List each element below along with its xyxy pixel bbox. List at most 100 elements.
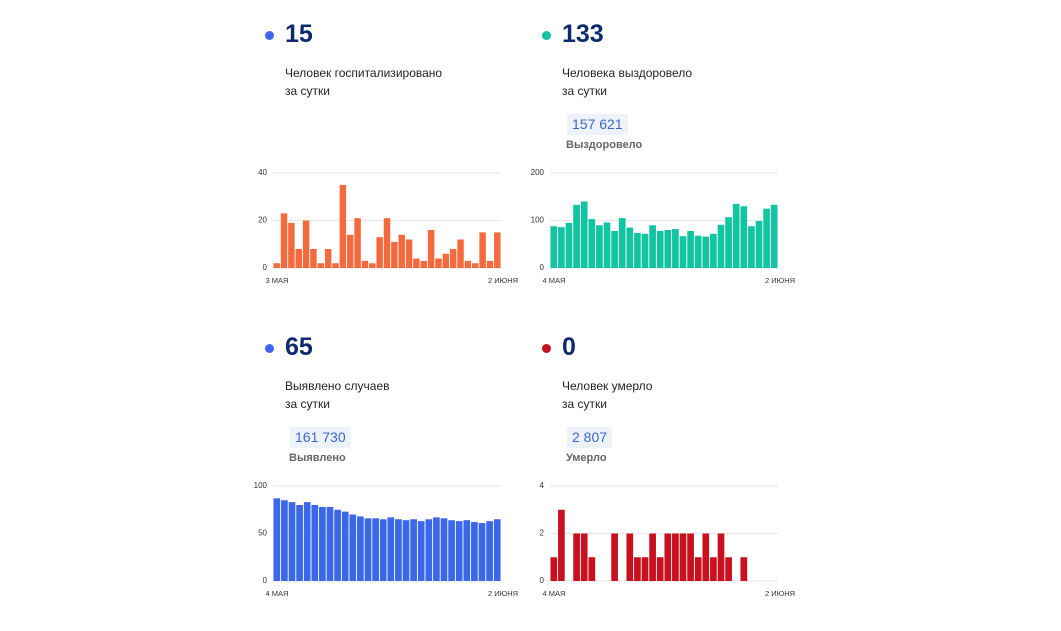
bar [479,232,486,268]
description-line: за сутки [285,84,330,98]
bar [596,225,603,268]
bar [694,235,702,268]
y-tick-label: 0 [263,263,268,272]
bar [558,509,565,581]
panel-deaths: 0 Человек умерло за сутки 2 807 Умерло 0… [540,331,822,631]
bar [486,521,493,581]
bar [361,260,369,268]
bar [349,514,357,581]
bar [634,232,641,268]
bullet-dot [265,31,274,40]
bar [664,230,672,268]
daily-description: Человек умерло за сутки [562,377,802,413]
bar [550,557,558,581]
bar [664,533,672,581]
description-line: за сутки [562,84,607,98]
bar [687,230,694,268]
bar [763,208,770,268]
total-label: Умерло [566,452,607,464]
x-tick-label: 4 МАЯ [543,589,566,598]
bar [354,218,361,268]
bar [448,520,455,581]
bar [672,533,679,581]
bar [679,236,687,268]
bar [603,222,611,268]
bar [748,226,755,268]
y-tick-label: 0 [540,263,545,272]
bar [273,263,280,268]
bar-chart: 0 20 40 3 МАЯ 2 ИЮНЯ [258,168,518,285]
bar [455,521,463,581]
daily-description: Человека выздоровело за сутки [562,64,802,100]
bar [280,213,288,268]
bar [303,502,311,581]
bar [611,230,618,268]
bar [391,241,398,268]
bar [376,237,383,268]
bar [281,500,288,581]
y-tick-label: 4 [540,481,545,490]
y-tick-label: 100 [531,216,545,225]
description-line: Человек госпитализировано [285,66,443,80]
bar [710,557,717,581]
bar [672,229,679,268]
bar [573,204,580,268]
y-tick-label: 0 [263,576,268,585]
bar [398,234,405,268]
bullet-dot [542,31,551,40]
description-line: Выявлено случаев [285,379,390,393]
x-tick-label: 4 МАЯ [543,276,566,285]
daily-value: 0 [562,333,576,361]
bar [588,219,596,268]
bar [410,519,417,581]
bar [395,519,402,581]
bar [732,203,740,268]
bar [740,206,748,268]
description-line: Человека выздоровело [562,66,693,80]
bar [357,516,364,581]
bar [413,258,420,268]
bar [302,220,310,268]
bar [558,227,565,268]
bar [463,520,471,581]
bar [457,239,464,268]
bar [311,505,319,581]
description-line: за сутки [285,397,330,411]
bar [565,222,573,268]
bar [679,533,687,581]
bar-chart: 0 100 200 4 МАЯ 2 ИЮНЯ [531,168,795,285]
bar [494,232,501,268]
x-tick-label: 4 МАЯ [266,589,289,598]
panel-hospitalized: 15 Человек госпитализировано за сутки 0 2… [258,18,545,318]
bar [405,239,413,268]
y-tick-label: 100 [254,481,268,490]
y-tick-label: 20 [258,216,267,225]
bar [273,498,281,581]
bar [332,263,339,268]
bar [710,233,717,268]
bar [770,204,778,268]
bar [433,517,440,581]
bullet-dot [542,344,551,353]
bar [573,533,580,581]
y-tick-label: 200 [531,168,545,177]
bar [334,509,341,581]
bar [442,253,450,268]
bar [740,557,748,581]
x-tick-label: 2 ИЮНЯ [488,589,518,598]
bar [471,522,478,581]
bar [310,249,317,268]
bar [341,511,349,581]
daily-value: 15 [285,20,313,48]
bar [580,201,588,268]
bar [372,518,379,581]
total-label: Выздоровело [566,139,643,151]
bar [288,222,295,268]
daily-description: Выявлено случаев за сутки [285,377,525,413]
bar [339,184,347,268]
bar [550,226,558,268]
bar [626,533,634,581]
bar [725,557,732,581]
bar [369,263,376,268]
x-tick-label: 2 ИЮНЯ [765,276,795,285]
